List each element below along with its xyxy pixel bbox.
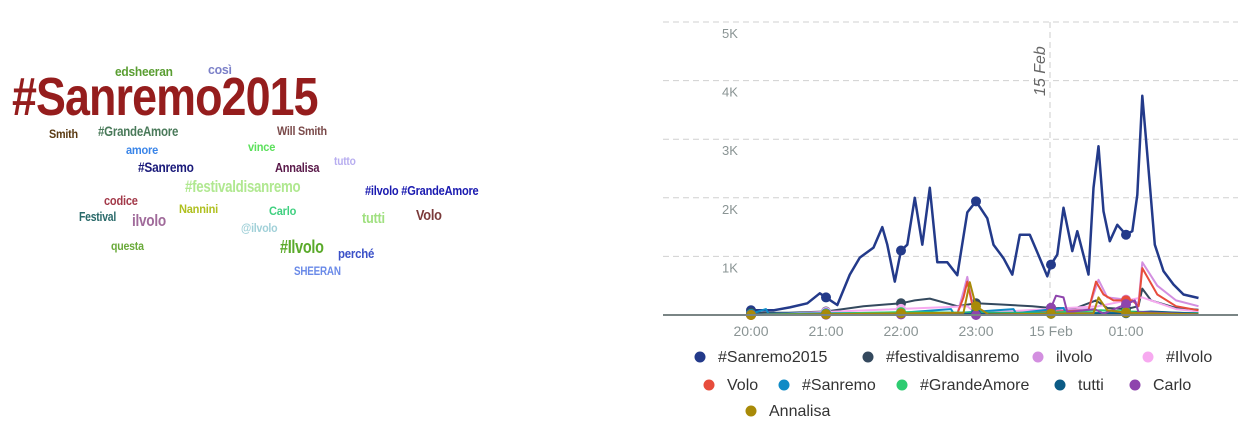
cloud-word: tutto: [334, 154, 356, 168]
legend-item[interactable]: Annalisa: [745, 403, 831, 420]
legend-label: #Sanremo: [802, 377, 876, 394]
word-cloud: #Sanremo2015 edsheeran così Smith #GrandeAmo…: [0, 0, 520, 300]
legend-item[interactable]: #festivaldisanremo: [862, 349, 1020, 366]
cloud-word: questa: [111, 239, 144, 253]
data-point-marker[interactable]: [896, 308, 906, 319]
data-point-marker[interactable]: [1046, 259, 1056, 270]
series-line: [750, 281, 1199, 316]
cloud-word: Festival: [79, 209, 117, 224]
x-tick-label: 01:00: [1108, 323, 1143, 339]
y-tick-label: 5K: [722, 26, 738, 41]
cloud-word: Annalisa: [275, 160, 320, 175]
series-line: [751, 287, 1199, 314]
cloud-word: amore: [126, 143, 159, 157]
cloud-word: Volo: [416, 207, 442, 224]
cloud-word: Will Smith: [277, 124, 327, 138]
legend-item[interactable]: ilvolo: [1032, 349, 1093, 366]
legend-item[interactable]: #Sanremo2015: [694, 349, 828, 366]
legend-item[interactable]: tutti: [1054, 377, 1104, 394]
legend-label: #Sanremo2015: [718, 349, 828, 366]
legend-marker-icon: [778, 379, 790, 391]
cloud-word: @ilvolo: [241, 221, 278, 235]
series-sanremo2015: [746, 94, 1199, 316]
cloud-word: #ilvolo #GrandeAmore: [365, 183, 479, 198]
cloud-word: #Ilvolo: [280, 237, 324, 257]
grid-lines: [663, 21, 1238, 257]
series-line: [750, 261, 1199, 316]
x-tick-label: 20:00: [733, 323, 768, 339]
legend-marker-icon: [1054, 379, 1066, 391]
data-point-marker[interactable]: [971, 196, 981, 207]
series-line: [750, 267, 1199, 316]
data-point-marker[interactable]: [1046, 308, 1056, 319]
legend-label: #festivaldisanremo: [886, 349, 1020, 366]
x-axis-labels: 20:00 21:00 22:00 23:00 15 Feb 01:00: [733, 323, 1143, 339]
legend-label: #Ilvolo: [1166, 349, 1212, 366]
legend-marker-icon: [1129, 379, 1141, 391]
legend-label: ilvolo: [1056, 349, 1093, 366]
cloud-word: codice: [104, 193, 138, 208]
cloud-word: Smith: [49, 127, 78, 141]
x-tick-label: 15 Feb: [1029, 323, 1073, 339]
legend: #Sanremo2015 #festivaldisanremo ilvolo #Ilv…: [694, 349, 1213, 420]
legend-marker-icon: [862, 351, 874, 363]
data-point-marker[interactable]: [821, 292, 831, 303]
data-point-marker[interactable]: [896, 245, 906, 256]
data-point-marker[interactable]: [971, 301, 981, 312]
x-tick-label: 21:00: [808, 323, 843, 339]
cloud-word: vince: [248, 140, 276, 154]
y-axis-labels: 1K 2K 3K 4K 5K: [722, 26, 738, 275]
legend-label: Annalisa: [769, 403, 830, 420]
data-point-marker[interactable]: [1121, 299, 1131, 310]
legend-item[interactable]: #Ilvolo: [1142, 349, 1213, 366]
legend-marker-icon: [896, 379, 908, 391]
legend-marker-icon: [1142, 351, 1154, 363]
cloud-word: #Sanremo2015: [12, 67, 319, 127]
legend-label: #GrandeAmore: [920, 377, 1029, 394]
legend-item[interactable]: #Sanremo: [778, 377, 876, 394]
cloud-word: perché: [338, 246, 375, 261]
cloud-word: #Sanremo: [138, 159, 194, 175]
y-tick-label: 2K: [722, 202, 738, 217]
cloud-word: Carlo: [269, 204, 297, 218]
cloud-word: #festivaldisanremo: [185, 177, 301, 196]
x-tick-label: 22:00: [883, 323, 918, 339]
y-tick-label: 4K: [722, 85, 738, 100]
cloud-word: così: [208, 62, 232, 77]
x-tick-label: 23:00: [958, 323, 993, 339]
y-tick-label: 3K: [722, 143, 738, 158]
series-line: [750, 296, 1199, 316]
data-point-marker[interactable]: [1121, 229, 1131, 240]
legend-label: Volo: [727, 377, 758, 394]
legend-item[interactable]: Volo: [703, 377, 759, 394]
legend-item[interactable]: Carlo: [1129, 377, 1192, 394]
legend-marker-icon: [703, 379, 715, 391]
cloud-word: SHEERAN: [294, 264, 341, 278]
data-point-marker[interactable]: [1121, 307, 1131, 318]
cloud-word: tutti: [362, 210, 385, 227]
cloud-word: #GrandeAmore: [98, 123, 179, 139]
legend-marker-icon: [1032, 351, 1044, 363]
legend-marker-icon: [745, 405, 757, 417]
cloud-word: Nannini: [179, 202, 218, 216]
cloud-word: ilvolo: [132, 211, 166, 230]
plot-line-label: 15 Feb: [1032, 46, 1049, 96]
legend-marker-icon: [694, 351, 706, 363]
legend-item[interactable]: #GrandeAmore: [896, 377, 1030, 394]
legend-label: Carlo: [1153, 377, 1191, 394]
legend-label: tutti: [1078, 377, 1104, 394]
y-tick-label: 1K: [722, 260, 738, 275]
cloud-word: edsheeran: [115, 64, 173, 79]
